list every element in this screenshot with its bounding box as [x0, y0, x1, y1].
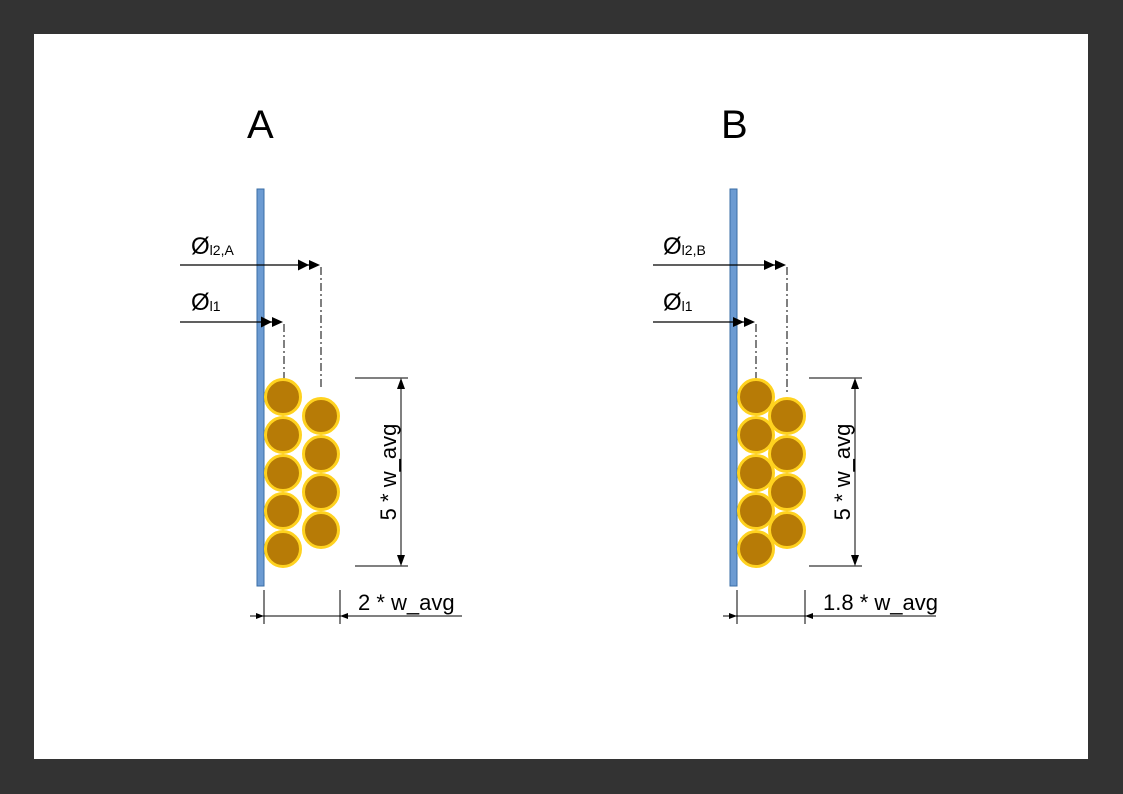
- panel-a-height-dimension: 5 * w_avg: [355, 377, 408, 567]
- panel-b-title: B: [721, 103, 748, 147]
- diagram-page: A Øl2,A Øl1 5 * w_avg: [34, 34, 1088, 759]
- panel-b-phi-inner-arrowhead: [744, 317, 755, 327]
- panel-a-width-dimension: 2 * w_avg: [250, 590, 462, 624]
- panel-b: B Øl2,B Øl1 5 * w_avg: [653, 103, 938, 624]
- panel-b-width-dimension: 1.8 * w_avg: [723, 590, 938, 624]
- panel-b-wire-l2-1: [768, 397, 806, 435]
- panel-b-wire-l2-4: [768, 511, 806, 549]
- panel-b-height-label: 5 * w_avg: [830, 424, 855, 521]
- panel-a-height-label: 5 * w_avg: [376, 424, 401, 521]
- panel-a-wire-l1-3: [264, 454, 302, 492]
- panel-b-bobbin-wall: [729, 188, 738, 587]
- panel-a-phi-outer-arrowhead: [309, 260, 320, 270]
- panel-b-width-label: 1.8 * w_avg: [823, 590, 938, 615]
- panel-a-wire-l2-4: [302, 511, 340, 549]
- panel-b-wire-l1-3: [737, 454, 775, 492]
- winding-diagram: A Øl2,A Øl1 5 * w_avg: [180, 103, 938, 624]
- panel-b-wire-l1-2: [737, 416, 775, 454]
- panel-b-wire-l2-2: [768, 435, 806, 473]
- panel-b-phi-inner-label: Øl1: [663, 289, 693, 316]
- panel-a-phi-outer-label: Øl2,A: [191, 233, 234, 260]
- panel-a-wire-l1-1: [264, 378, 302, 416]
- panel-a-phi-inner-arrowhead: [272, 317, 283, 327]
- panel-b-height-dimension: 5 * w_avg: [809, 377, 862, 567]
- panel-a-bobbin-wall: [256, 188, 265, 587]
- panel-a-phi-inner-label: Øl1: [191, 289, 221, 316]
- panel-a-wire-l2-1: [302, 397, 340, 435]
- panel-b-wire-l2-3: [768, 473, 806, 511]
- panel-a-wire-l1-4: [264, 492, 302, 530]
- panel-b-wire-l1-1: [737, 378, 775, 416]
- panel-a-wire-l2-3: [302, 473, 340, 511]
- panel-b-phi-outer-arrowhead: [775, 260, 786, 270]
- panel-a-wire-l1-2: [264, 416, 302, 454]
- panel-a-title: A: [247, 103, 274, 147]
- panel-b-wire-l1-5: [737, 530, 775, 568]
- panel-a: A Øl2,A Øl1 5 * w_avg: [180, 103, 462, 624]
- panel-b-phi-outer-label: Øl2,B: [663, 233, 706, 260]
- panel-a-wire-l1-5: [264, 530, 302, 568]
- panel-b-wire-l1-4: [737, 492, 775, 530]
- panel-a-width-label: 2 * w_avg: [358, 590, 455, 615]
- panel-a-wire-l2-2: [302, 435, 340, 473]
